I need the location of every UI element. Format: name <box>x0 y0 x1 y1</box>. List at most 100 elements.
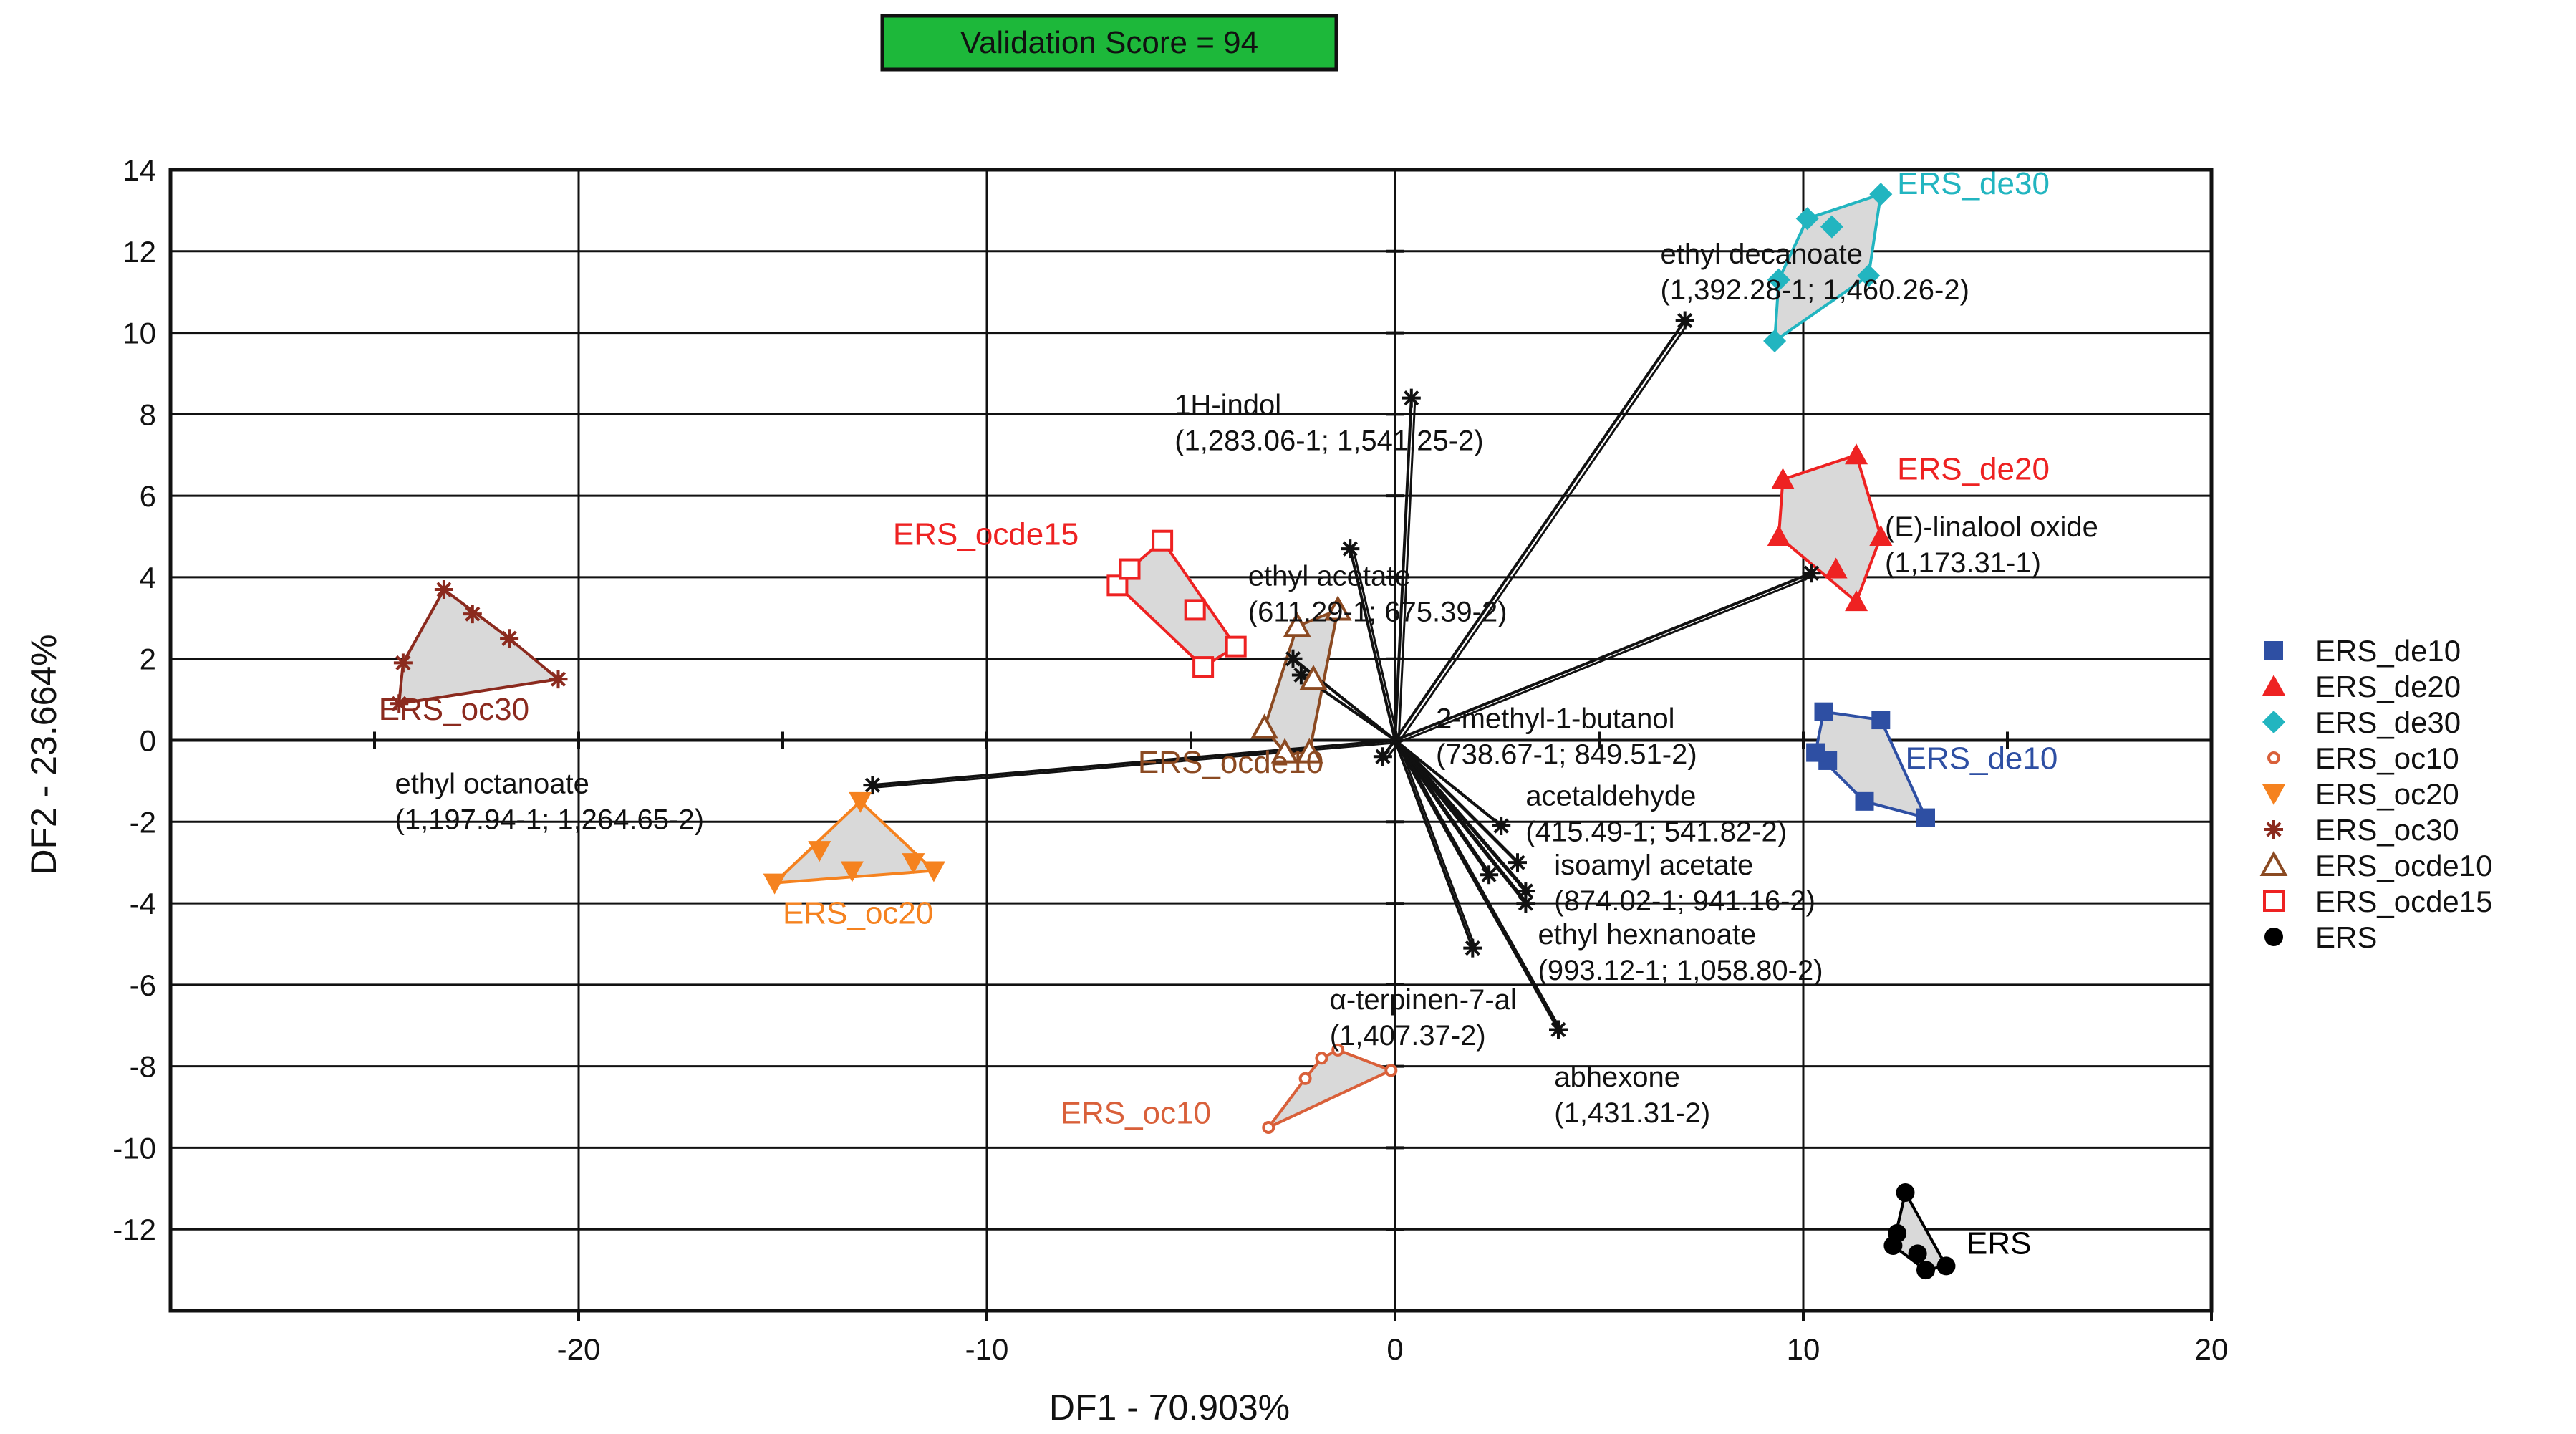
loading-name: isoamyl acetate <box>1554 850 1753 881</box>
data-point <box>434 579 453 599</box>
asterisk-stroke <box>1465 940 1480 956</box>
loading-name: 1H-indol <box>1174 389 1281 420</box>
group-label: ERS_de20 <box>1897 451 2050 486</box>
loading-vector <box>1394 739 1475 949</box>
asterisk-stroke <box>1375 749 1391 764</box>
data-point <box>1763 329 1787 352</box>
data-point <box>393 653 413 673</box>
data-point <box>763 873 786 895</box>
loading-vector-double <box>1398 741 1506 829</box>
data-point <box>1331 1043 1345 1057</box>
data-point <box>1871 711 1891 730</box>
loading-name: (E)-linalool oxide <box>1885 511 2098 543</box>
legend-marker <box>2259 850 2288 876</box>
y-tick-label: -10 <box>112 1131 156 1165</box>
loading-code: (1,392.28-1; 1,460.26-2) <box>1661 274 1969 306</box>
group-hull <box>1777 453 1883 604</box>
legend-label: ERS <box>2315 920 2377 954</box>
loading-tip <box>1373 747 1392 766</box>
data-point <box>1869 183 1893 206</box>
data-point <box>1384 1064 1398 1077</box>
y-tick-label: 10 <box>122 317 156 350</box>
data-point <box>1298 1072 1312 1085</box>
loading-tip <box>1802 564 1821 583</box>
data-point <box>1908 1244 1927 1264</box>
loading-name: α-terpinen-7-al <box>1330 984 1517 1016</box>
loading-tip <box>1283 649 1303 668</box>
y-tick-label: -2 <box>130 805 156 839</box>
y-tick-label: 6 <box>140 479 156 513</box>
title-group: Validation Score = 94 <box>880 14 1338 72</box>
loading-code: (874.02-1; 941.16-2) <box>1554 885 1815 917</box>
loading-vector-double <box>1397 741 1530 894</box>
loading-name: ethyl octanoate <box>395 768 589 799</box>
loading-vector-double <box>1397 322 1689 744</box>
group-label: ERS_de30 <box>1897 166 2050 201</box>
grid-group <box>170 170 2211 1311</box>
group-label: ERS_oc20 <box>783 896 933 931</box>
loading-tip <box>1402 388 1421 408</box>
asterisk-stroke <box>1404 390 1419 406</box>
asterisk-stroke <box>391 696 407 711</box>
asterisk-stroke <box>1342 541 1358 557</box>
legend-label: ERS_oc10 <box>2315 741 2459 775</box>
axes-group: -20 -10 0 10 2014121086420-2-4-6-8-10-12DF1 … <box>24 153 2228 1428</box>
asterisk-stroke <box>550 671 566 687</box>
loading-vector <box>1394 572 1813 742</box>
loading-name: abhexone <box>1554 1062 1680 1093</box>
y-tick-label: -4 <box>130 887 156 920</box>
data-point <box>1295 738 1323 764</box>
asterisk-stroke <box>1285 651 1301 667</box>
loading-tip <box>1341 539 1360 559</box>
loading-vector-double <box>1397 400 1417 743</box>
data-point <box>1299 665 1328 690</box>
loading-code: (993.12-1; 1,058.80-2) <box>1538 955 1823 986</box>
asterisk-stroke <box>1481 867 1497 882</box>
x-tick-label: 20 <box>2195 1332 2229 1366</box>
asterisk-stroke <box>1510 855 1525 870</box>
data-point <box>1270 738 1299 764</box>
loading-vector <box>1394 739 1527 905</box>
loading-name: ethyl decanoate <box>1661 239 1863 270</box>
y-tick-label: -12 <box>112 1213 156 1246</box>
asterisk-stroke <box>2266 822 2282 837</box>
legend-label: ERS_ocde15 <box>2315 885 2493 918</box>
data-point <box>902 853 925 875</box>
data-point <box>1767 268 1790 292</box>
data-point <box>1845 590 1868 612</box>
data-point <box>1771 468 1795 489</box>
y-tick-label: 14 <box>122 153 156 187</box>
loading-tip <box>1675 311 1694 330</box>
data-point <box>1106 574 1129 597</box>
y-tick-label: 4 <box>140 561 156 595</box>
group-label: ERS_ocde10 <box>1138 745 1323 780</box>
asterisk-stroke <box>395 655 411 671</box>
data-point <box>1896 1183 1915 1203</box>
y-tick-label: -6 <box>130 968 156 1002</box>
loading-code: (738.67-1; 849.51-2) <box>1436 738 1697 770</box>
loading-name: ethyl acetate <box>1248 560 1411 592</box>
loading-vector <box>1394 398 1413 741</box>
data-point <box>1250 713 1278 739</box>
loading-vector-double <box>1397 741 1523 866</box>
data-point <box>1857 264 1881 287</box>
loading-code: (1,431.31-2) <box>1554 1097 1710 1129</box>
legend-group: ERS_de10ERS_de20ERS_de30ERS_oc10ERS_oc20… <box>2259 634 2493 954</box>
points-group <box>390 183 1956 1280</box>
y-tick-label: -8 <box>130 1050 156 1084</box>
x-axis-label: DF1 - 70.903% <box>1049 1387 1290 1428</box>
y-tick-label: 12 <box>122 235 156 269</box>
legend-marker <box>2264 928 2283 946</box>
y-axis-label: DF2 - 23.664% <box>24 634 64 875</box>
data-point <box>1814 702 1833 721</box>
legend-label: ERS_oc30 <box>2315 813 2459 847</box>
data-point <box>1820 215 1843 239</box>
vectors-group <box>863 311 1821 1039</box>
y-tick-label: 8 <box>140 398 156 431</box>
legend-label: ERS_de20 <box>2315 670 2461 703</box>
x-tick-label: -20 <box>557 1332 601 1366</box>
legend-label: ERS_oc20 <box>2315 777 2459 811</box>
asterisk-stroke <box>1518 895 1534 911</box>
